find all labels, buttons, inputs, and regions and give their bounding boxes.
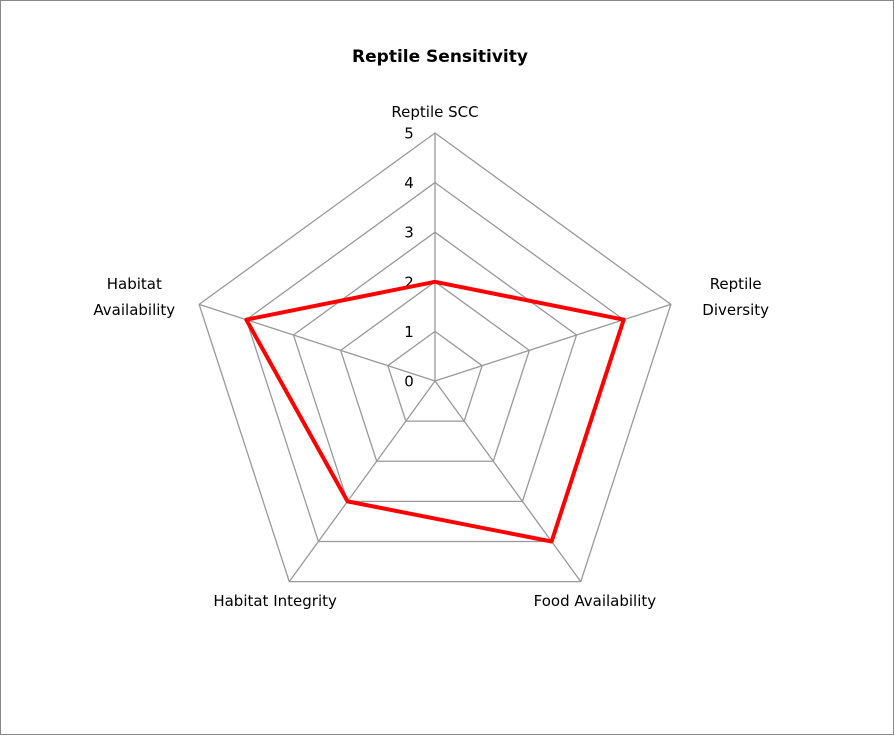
r-tick-label: 4 (404, 174, 414, 192)
grid-line (245, 181, 625, 543)
r-tick-label: 1 (404, 323, 414, 341)
axis-spoke (434, 303, 672, 382)
category-label: Reptile SCC (391, 103, 479, 121)
category-label: Reptile Diversity (702, 274, 770, 319)
r-tick-label: 3 (404, 224, 414, 242)
category-label: Habitat Availability (93, 274, 176, 319)
category-label: Habitat Integrity (213, 592, 337, 611)
grid-line (387, 330, 483, 422)
axis-spoke (198, 303, 436, 382)
grid-line (198, 132, 672, 583)
r-tick-label: 5 (404, 125, 414, 143)
series-line (244, 279, 626, 544)
grid-line (292, 231, 578, 503)
category-label: Food Availability (533, 592, 657, 611)
axis-spoke (434, 380, 582, 583)
r-tick-label: 0 (404, 373, 414, 391)
chart-title: Reptile Sensitivity (352, 47, 528, 67)
axis-spoke (288, 380, 436, 583)
grid-line (339, 280, 531, 462)
r-tick-label: 2 (404, 273, 414, 291)
